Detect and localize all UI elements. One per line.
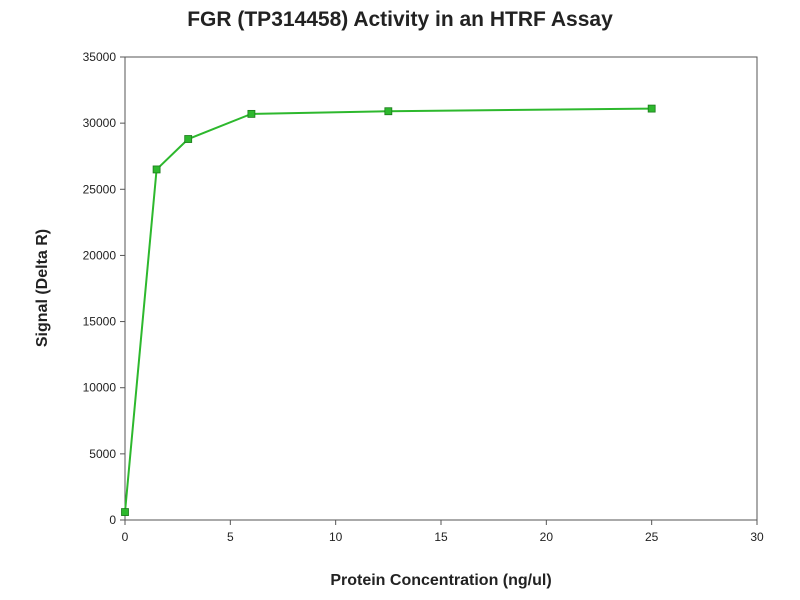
x-tick-label: 0 <box>122 530 129 544</box>
x-axis-title: Protein Concentration (ng/ul) <box>330 572 551 589</box>
data-point-marker <box>121 508 129 516</box>
data-point-marker <box>184 135 193 143</box>
y-tick-label: 0 <box>109 513 116 527</box>
x-axis-ticks: 0 5 10 15 20 25 30 <box>122 520 764 544</box>
data-point-marker <box>152 165 161 174</box>
y-tick-label: 30000 <box>83 116 117 130</box>
y-tick-label: 15000 <box>83 315 117 329</box>
series-layer <box>121 104 656 516</box>
data-point-marker <box>647 104 656 113</box>
y-tick-label: 10000 <box>83 381 117 395</box>
series-line <box>124 107 652 513</box>
y-axis-ticks: 0 5000 10000 15000 20000 25000 30000 35000 <box>83 50 125 527</box>
chart-title: FGR (TP314458) Activity in an HTRF Assay <box>187 8 613 31</box>
y-tick-label: 20000 <box>83 248 117 262</box>
x-tick-label: 20 <box>540 530 554 544</box>
plot-area <box>124 56 758 521</box>
x-tick-label: 25 <box>645 530 659 544</box>
x-tick-label: 30 <box>750 530 764 544</box>
y-tick-label: 35000 <box>83 50 117 64</box>
data-point-marker <box>247 109 256 118</box>
x-tick-label: 5 <box>227 530 234 544</box>
data-point-marker <box>384 107 393 116</box>
x-tick-label: 10 <box>329 530 343 544</box>
y-tick-label: 5000 <box>89 447 116 461</box>
x-tick-label: 15 <box>434 530 448 544</box>
y-tick-label: 25000 <box>83 182 117 196</box>
y-axis-title: Signal (Delta R) <box>34 229 51 347</box>
